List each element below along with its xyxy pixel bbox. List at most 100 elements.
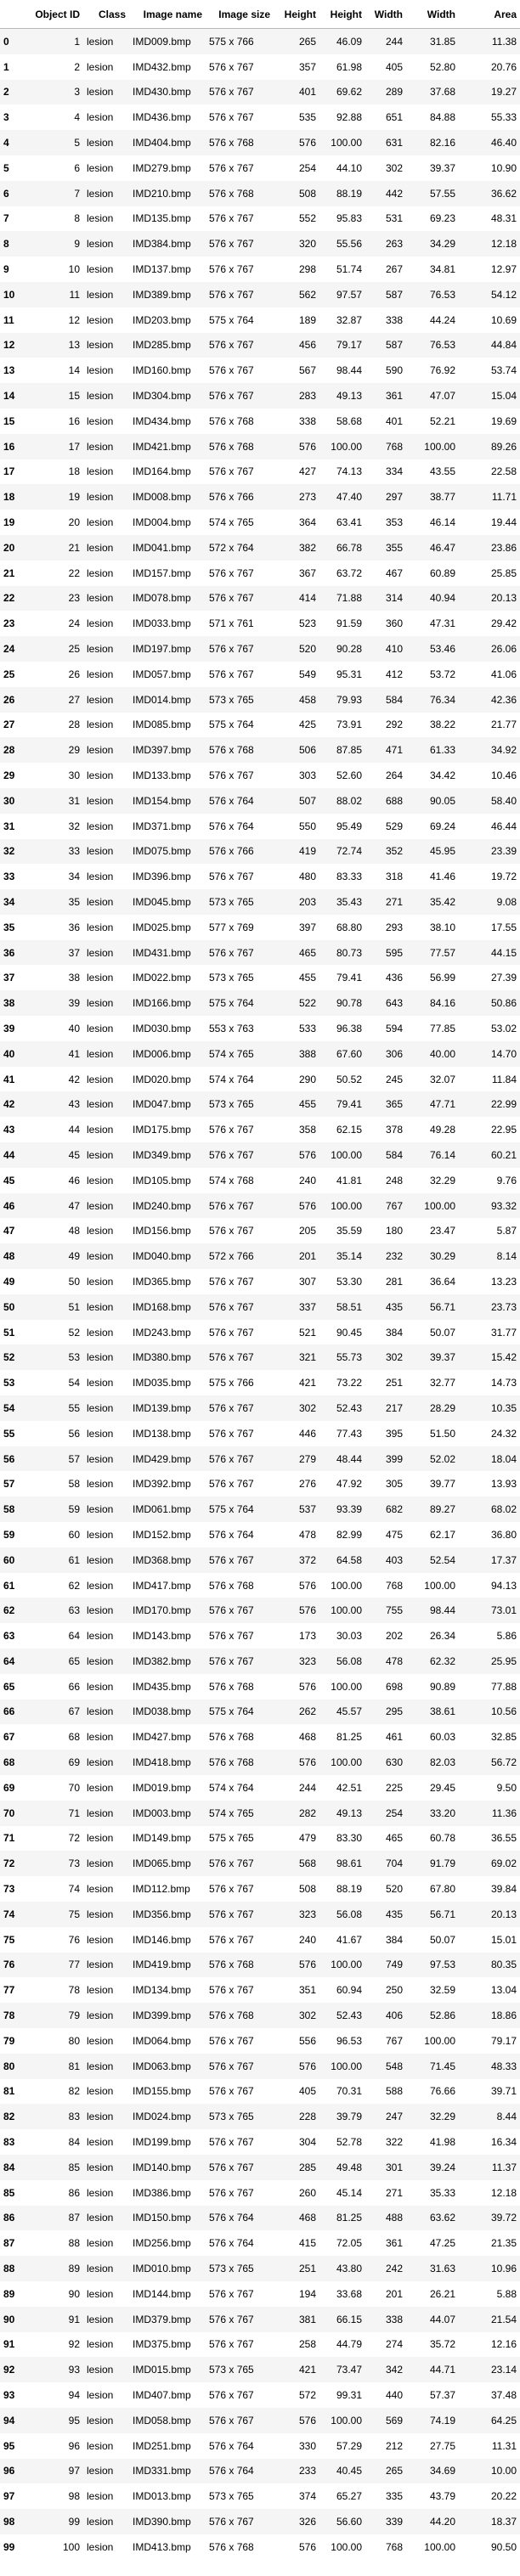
image-size-cell: 576 x 767 [209, 238, 254, 251]
class-cell: lesion [87, 946, 114, 959]
table-row: 86 87 lesion IMD150.bmp 576 x 764 468 81.25 488… [0, 2205, 520, 2231]
image-size-cell: 576 x 767 [209, 1148, 254, 1161]
row-index: 75 [3, 1933, 15, 1946]
image-name-cell: IMD022.bmp [133, 972, 191, 984]
height-pct-cell: 98.61 [336, 1857, 362, 1870]
column-header-area: Area [459, 0, 520, 29]
row-index: 95 [3, 2439, 15, 2452]
class-cell: lesion [87, 744, 114, 757]
width-pct-cell: 53.72 [429, 668, 455, 680]
width-px-cell: 395 [385, 1427, 403, 1440]
area-cell: 11.31 [491, 2439, 517, 2452]
class-cell: lesion [87, 1148, 114, 1161]
width-pct-cell: 50.07 [429, 1326, 455, 1339]
class-cell: lesion [87, 1503, 114, 1516]
width-px-cell: 264 [385, 769, 403, 781]
column-header-image-size: Image size [206, 0, 274, 29]
image-size-cell: 576 x 767 [209, 769, 254, 781]
image-name-cell: IMD432.bmp [133, 60, 191, 73]
height-px-cell: 189 [298, 313, 316, 326]
area-cell: 9.76 [496, 1174, 517, 1187]
width-pct-cell: 39.77 [429, 1478, 455, 1491]
height-pct-cell: 72.05 [336, 2237, 362, 2250]
object-id-cell: 23 [68, 592, 80, 605]
height-pct-cell: 60.94 [336, 1984, 362, 1997]
height-pct-cell: 91.59 [336, 617, 362, 630]
object-id-cell: 94 [68, 2389, 80, 2401]
width-pct-cell: 32.07 [429, 1073, 455, 1085]
table-row: 95 96 lesion IMD251.bmp 576 x 764 330 57.29 212… [0, 2433, 520, 2459]
row-index: 47 [3, 1225, 15, 1237]
image-size-cell: 575 x 764 [209, 719, 254, 731]
class-cell: lesion [87, 1452, 114, 1465]
class-cell: lesion [87, 1022, 114, 1034]
class-cell: lesion [87, 2060, 114, 2072]
object-id-cell: 30 [68, 769, 80, 781]
image-name-cell: IMD058.bmp [133, 2414, 191, 2427]
image-name-cell: IMD386.bmp [133, 2186, 191, 2199]
width-px-cell: 587 [385, 288, 403, 301]
image-name-cell: IMD203.bmp [133, 313, 191, 326]
image-size-cell: 573 x 765 [209, 2111, 254, 2123]
image-name-cell: IMD003.bmp [133, 1807, 191, 1819]
height-px-cell: 458 [298, 693, 316, 706]
width-px-cell: 378 [385, 1124, 403, 1136]
image-name-cell: IMD033.bmp [133, 617, 191, 630]
area-cell: 44.15 [490, 946, 517, 959]
image-name-cell: IMD025.bmp [133, 921, 191, 933]
height-px-cell: 427 [298, 465, 316, 478]
width-px-cell: 471 [385, 744, 403, 757]
object-id-cell: 22 [68, 566, 80, 579]
width-pct-cell: 97.53 [429, 1959, 455, 1971]
table-row: 90 91 lesion IMD379.bmp 576 x 767 381 66.15 338… [0, 2306, 520, 2332]
row-index: 9 [3, 263, 9, 276]
image-size-cell: 576 x 767 [209, 1124, 254, 1136]
height-px-cell: 576 [298, 1199, 316, 1212]
object-id-cell: 31 [68, 794, 80, 807]
width-px-cell: 643 [385, 997, 403, 1010]
height-px-cell: 479 [298, 1832, 316, 1845]
width-pct-cell: 46.14 [429, 516, 455, 529]
height-px-cell: 572 [298, 2389, 316, 2401]
width-px-cell: 406 [385, 2010, 403, 2022]
image-size-cell: 576 x 767 [209, 2389, 254, 2401]
area-cell: 73.01 [490, 1604, 517, 1617]
height-px-cell: 251 [298, 2263, 316, 2275]
height-px-cell: 240 [298, 1174, 316, 1187]
object-id-cell: 6 [74, 161, 80, 174]
area-cell: 10.69 [490, 313, 517, 326]
row-index: 39 [3, 1022, 15, 1034]
width-px-cell: 361 [385, 2237, 403, 2250]
table-row: 44 45 lesion IMD349.bmp 576 x 767 576 100.00 58… [0, 1142, 520, 1168]
area-cell: 48.31 [490, 212, 517, 225]
object-id-cell: 69 [68, 1756, 80, 1769]
width-px-cell: 529 [385, 820, 403, 832]
image-size-cell: 576 x 768 [209, 440, 254, 453]
width-px-cell: 475 [385, 1528, 403, 1541]
height-pct-cell: 56.08 [336, 1908, 362, 1920]
row-index: 90 [3, 2313, 15, 2325]
row-index: 69 [3, 1781, 15, 1794]
image-name-cell: IMD371.bmp [133, 820, 191, 832]
class-cell: lesion [87, 288, 114, 301]
class-cell: lesion [87, 566, 114, 579]
width-pct-cell: 50.07 [429, 1933, 455, 1946]
class-cell: lesion [87, 339, 114, 352]
height-pct-cell: 100.00 [331, 1680, 362, 1693]
height-pct-cell: 96.53 [336, 2034, 362, 2047]
row-index: 94 [3, 2414, 15, 2427]
width-px-cell: 768 [385, 1579, 403, 1592]
class-cell: lesion [87, 187, 114, 200]
width-pct-cell: 56.99 [429, 972, 455, 984]
object-id-cell: 70 [68, 1781, 80, 1794]
table-header: Object ID Class Image name Image size He… [0, 0, 520, 29]
height-pct-cell: 35.59 [336, 1225, 362, 1237]
image-size-cell: 576 x 767 [209, 592, 254, 605]
area-cell: 19.72 [490, 871, 517, 883]
area-cell: 12.18 [490, 2186, 517, 2199]
row-index: 0 [3, 35, 9, 48]
width-pct-cell: 34.42 [429, 769, 455, 781]
image-name-cell: IMD157.bmp [133, 566, 191, 579]
object-id-cell: 76 [68, 1933, 80, 1946]
image-size-cell: 576 x 767 [209, 1401, 254, 1414]
